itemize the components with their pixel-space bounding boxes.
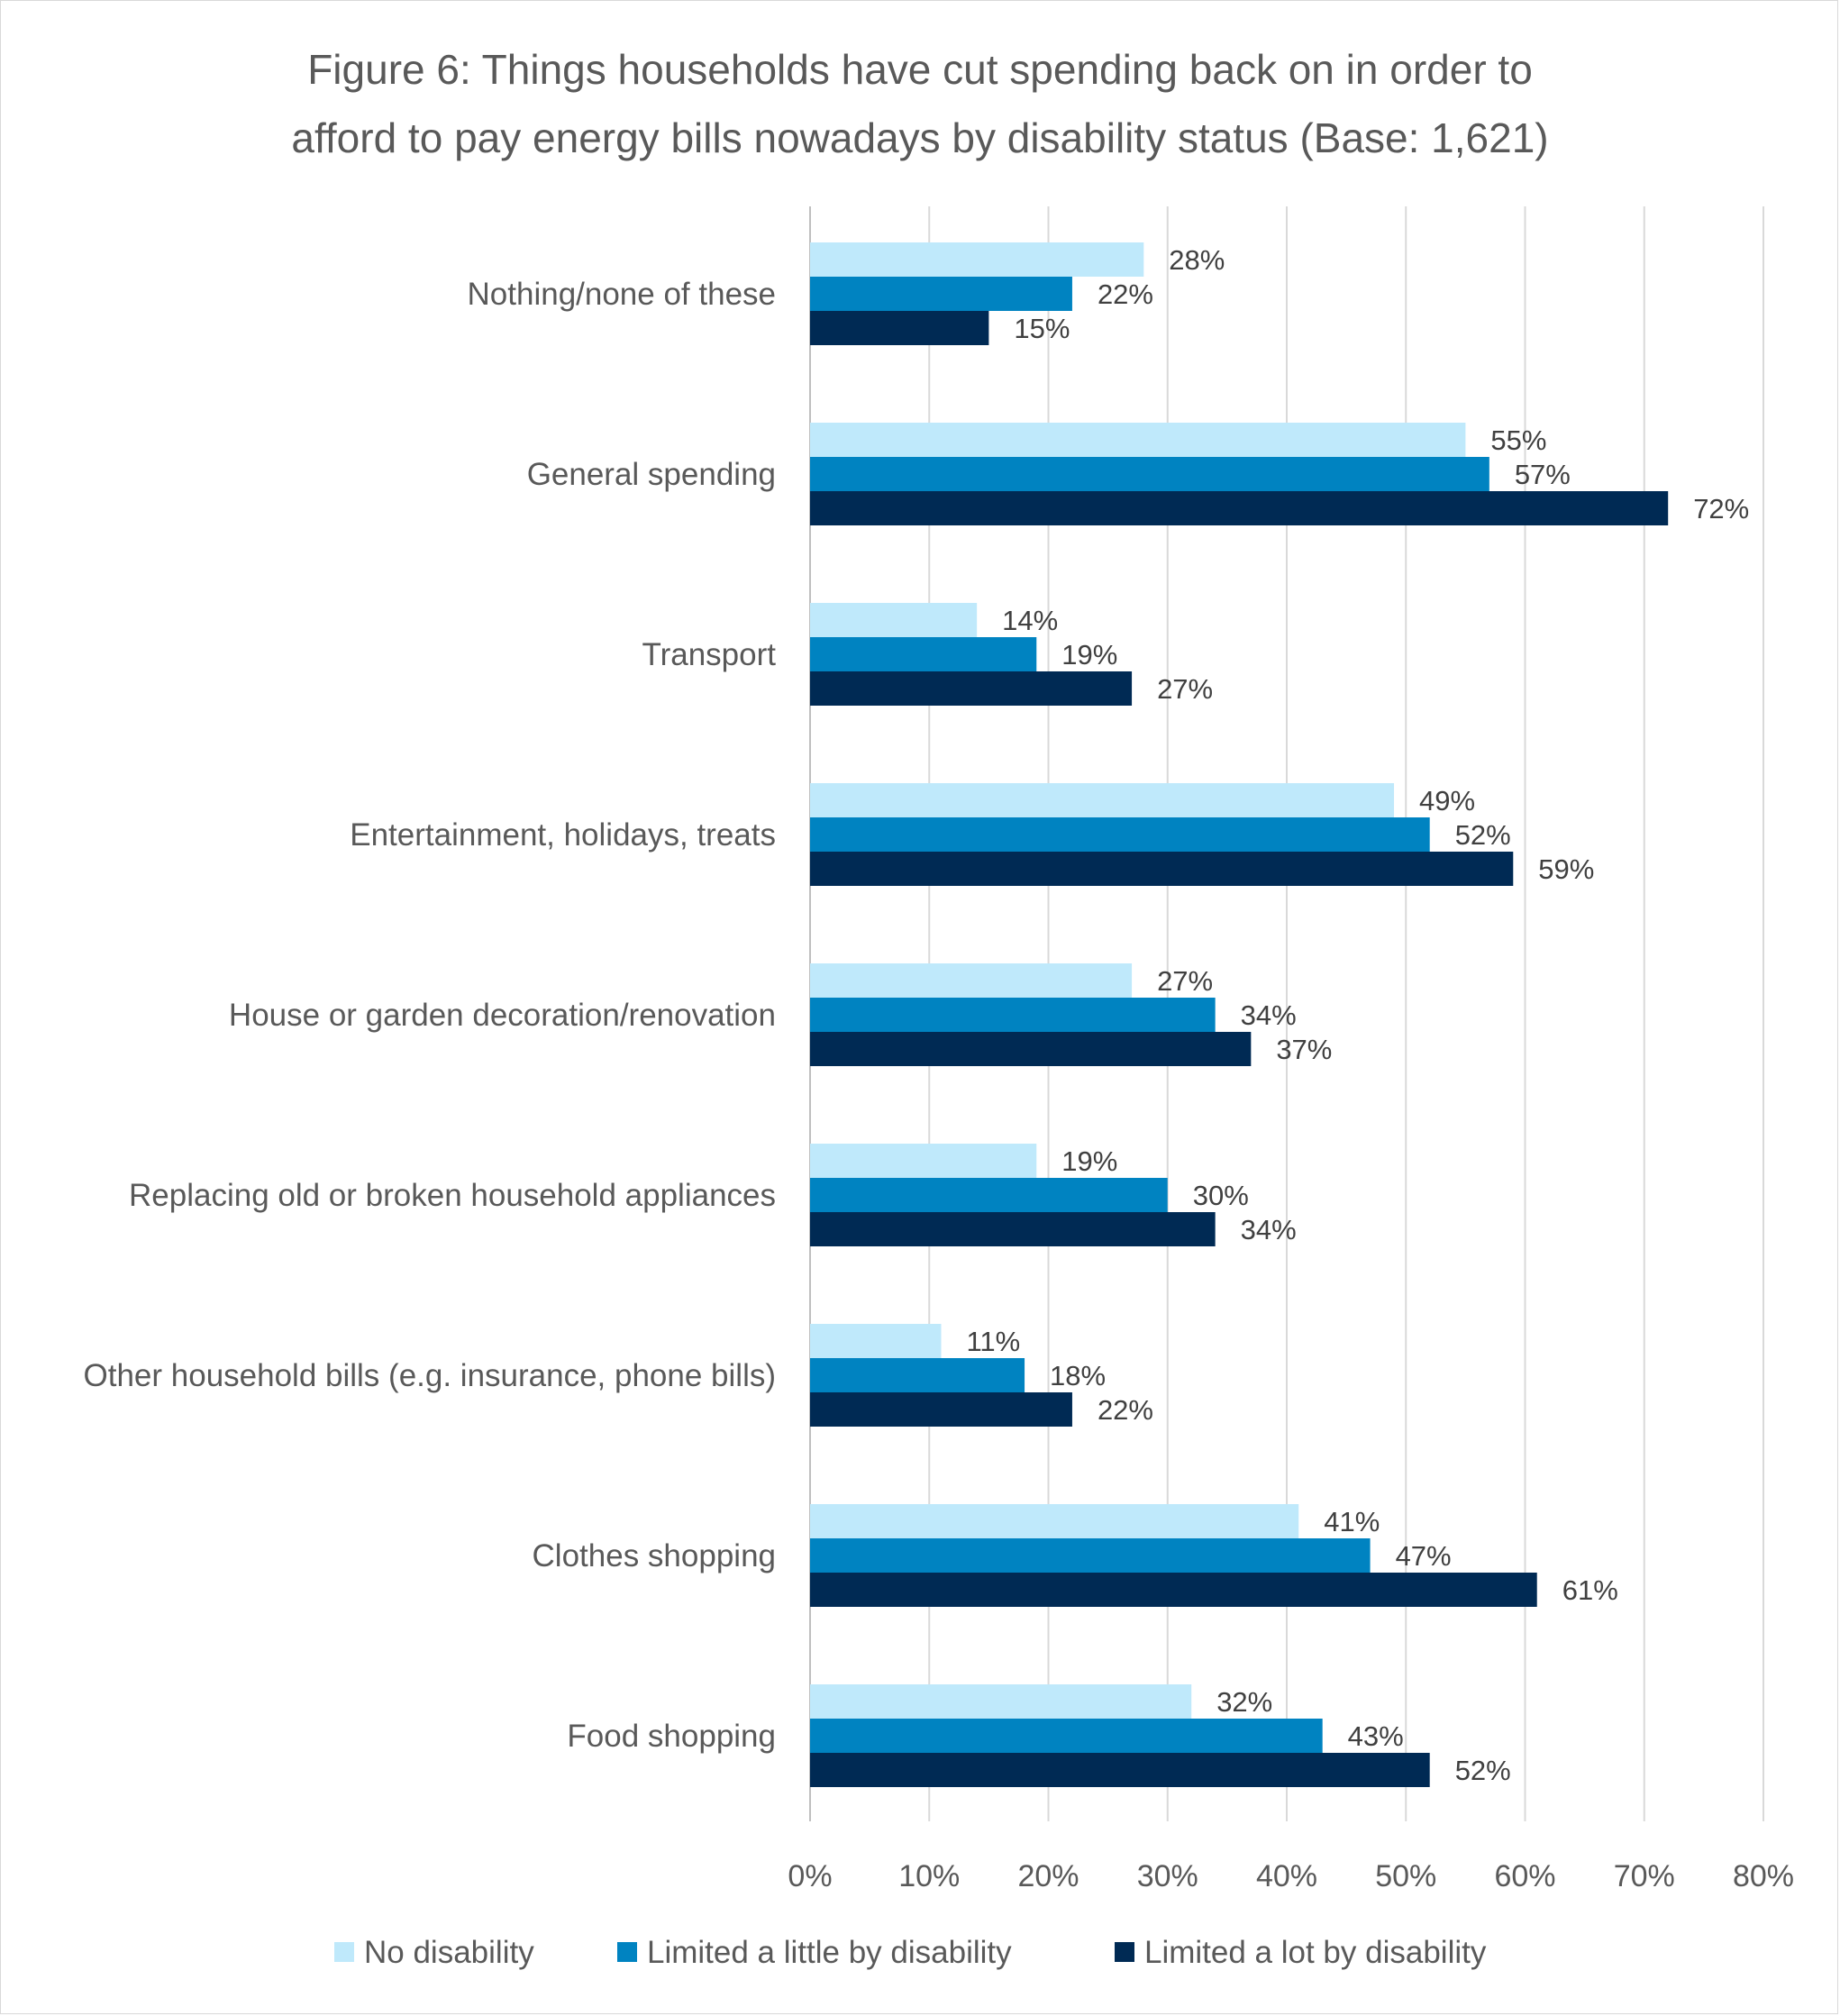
legend-label: No disability [364,1935,534,1970]
data-label: 19% [1061,1145,1117,1177]
bar [810,311,989,345]
bar [810,423,1466,457]
bar [810,1538,1371,1573]
bar [810,1178,1168,1212]
data-label: 37% [1276,1034,1332,1065]
category-label: Clothes shopping [533,1538,776,1574]
legend-label: Limited a lot by disability [1144,1935,1487,1970]
category-label: Replacing old or broken household applia… [129,1178,776,1213]
bar [810,1684,1192,1719]
data-label: 34% [1241,999,1297,1031]
bar [810,457,1489,491]
data-label: 41% [1324,1506,1380,1537]
chart-title-line-2: afford to pay energy bills nowadays by d… [291,114,1549,161]
bar [810,1719,1323,1753]
x-tick-label: 80% [1733,1859,1794,1893]
data-label: 32% [1216,1686,1272,1718]
bar [810,1032,1252,1066]
legend-label: Limited a little by disability [647,1935,1012,1970]
bar [810,852,1514,886]
data-label: 27% [1157,965,1213,997]
legend-swatch [334,1942,354,1962]
chart-title-line-1: Figure 6: Things households have cut spe… [307,46,1533,93]
x-tick-label: 0% [788,1859,832,1893]
legend-swatch [1115,1942,1134,1962]
bar [810,491,1669,525]
x-tick-label: 50% [1375,1859,1436,1893]
data-label: 47% [1396,1540,1452,1572]
bar [810,1324,942,1358]
x-tick-label: 20% [1017,1859,1079,1893]
data-label: 28% [1169,244,1225,276]
data-label: 55% [1490,424,1546,456]
data-label: 52% [1455,819,1511,851]
legend-swatch [617,1942,637,1962]
category-label: Nothing/none of these [468,277,776,312]
bar [810,783,1395,817]
bar [810,1753,1430,1787]
bar [810,242,1144,277]
category-label: Other household bills (e.g. insurance, p… [84,1358,777,1393]
data-label: 11% [966,1326,1020,1357]
data-label: 22% [1098,1394,1153,1426]
data-label: 18% [1050,1360,1106,1391]
data-label: 30% [1193,1180,1249,1211]
data-label: 14% [1002,605,1058,636]
bar [810,1392,1072,1427]
category-label: Food shopping [567,1719,776,1754]
chart-title: Figure 6: Things households have cut spe… [109,35,1731,172]
data-label: 59% [1538,853,1594,885]
x-tick-label: 70% [1614,1859,1675,1893]
bar [810,1504,1299,1538]
data-label: 61% [1562,1574,1618,1606]
x-tick-label: 10% [898,1859,960,1893]
data-label: 27% [1157,673,1213,705]
data-label: 49% [1419,785,1475,816]
bar [810,1358,1025,1392]
data-label: 72% [1693,493,1749,525]
bar [810,998,1216,1032]
bar [810,1573,1537,1607]
data-label: 15% [1014,313,1070,344]
bar [810,1144,1037,1178]
x-tick-label: 40% [1256,1859,1317,1893]
bar [810,603,978,637]
data-label: 22% [1098,278,1153,310]
category-label: Transport [642,637,777,672]
category-label: House or garden decoration/renovation [229,998,776,1033]
bar [810,963,1133,998]
data-label: 57% [1515,459,1571,490]
bar [810,277,1072,311]
category-label: General spending [527,457,776,492]
data-label: 19% [1061,639,1117,670]
x-tick-label: 30% [1137,1859,1198,1893]
data-label: 52% [1455,1755,1511,1786]
bar [810,671,1133,706]
data-label: 43% [1348,1720,1404,1752]
bar [810,817,1430,852]
bar [810,1212,1216,1246]
x-tick-label: 60% [1494,1859,1555,1893]
category-label: Entertainment, holidays, treats [350,817,776,853]
data-label: 34% [1241,1214,1297,1245]
bar [810,637,1037,671]
